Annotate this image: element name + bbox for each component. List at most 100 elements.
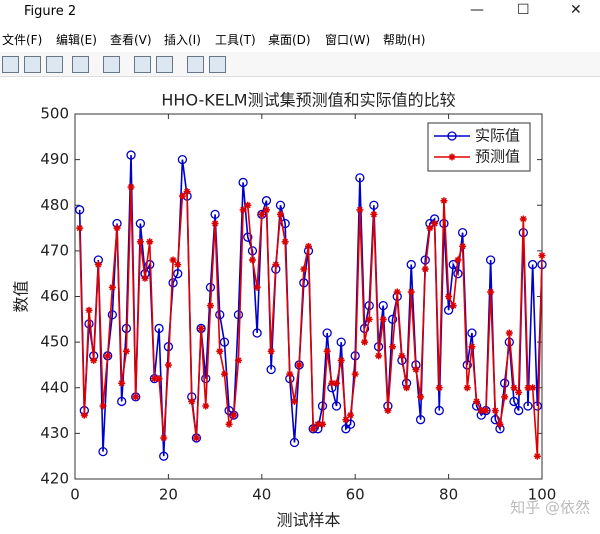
data-point: [434, 405, 444, 416]
data-point: [220, 370, 228, 378]
menu-item[interactable]: 查看(V): [110, 33, 152, 47]
minimize-button[interactable]: —: [470, 2, 484, 18]
tool-print[interactable]: [72, 56, 89, 73]
menu-item[interactable]: 插入(I): [164, 33, 201, 47]
menu-item[interactable]: 编辑(E): [56, 33, 97, 47]
data-point: [230, 411, 238, 419]
data-point: [389, 343, 397, 351]
data-point: [431, 220, 439, 227]
data-point: [118, 379, 126, 387]
data-point: [136, 238, 144, 246]
data-point: [258, 210, 266, 218]
data-point: [146, 238, 154, 246]
y-axis-label: 数值: [12, 280, 31, 312]
data-point: [261, 196, 272, 206]
data-point: [90, 356, 98, 364]
data-point: [219, 337, 230, 347]
data-point: [415, 415, 426, 425]
data-point: [266, 364, 276, 375]
data-point: [342, 416, 350, 424]
data-point: [94, 261, 102, 269]
tool-save[interactable]: [46, 56, 63, 73]
data-point: [384, 407, 392, 415]
data-point: [276, 210, 284, 218]
tool-colorbar[interactable]: [134, 56, 151, 73]
data-point: [243, 232, 253, 242]
data-point: [331, 401, 342, 411]
data-point: [319, 420, 327, 428]
tool-property[interactable]: [209, 56, 226, 73]
data-point: [509, 396, 519, 407]
legend-box: [427, 122, 531, 172]
data-point: [412, 366, 420, 373]
data-point: [519, 215, 527, 223]
y-tick-label: 440: [40, 378, 69, 396]
data-point: [197, 324, 205, 332]
data-point: [490, 415, 500, 425]
data-point: [477, 407, 485, 415]
data-point: [205, 282, 216, 293]
data-point: [262, 206, 270, 214]
data-point: [445, 293, 453, 300]
menu-item[interactable]: 桌面(D): [268, 33, 311, 47]
data-point: [132, 393, 140, 401]
data-point: [393, 288, 401, 296]
tool-open[interactable]: [24, 56, 41, 73]
data-point: [192, 434, 200, 442]
window-title: Figure 2: [24, 4, 77, 19]
close-button[interactable]: ✕: [570, 2, 582, 18]
data-point: [529, 384, 537, 392]
menu-item[interactable]: 窗口(W): [325, 33, 371, 47]
data-point: [459, 242, 467, 250]
data-point: [485, 255, 496, 265]
data-point: [496, 420, 504, 428]
maximize-button[interactable]: ☐: [517, 2, 530, 18]
legend-marker: [447, 131, 457, 141]
menu-item[interactable]: 工具(T): [215, 33, 256, 47]
data-point: [206, 302, 214, 310]
data-point: [407, 288, 415, 296]
data-point: [76, 224, 84, 232]
y-tick-label: 460: [40, 287, 69, 305]
tool-link[interactable]: [103, 56, 120, 73]
data-point: [356, 206, 364, 214]
data-point: [337, 356, 345, 364]
data-point: [108, 283, 116, 291]
menu-item[interactable]: 文件(F): [2, 33, 43, 47]
data-point: [510, 384, 518, 392]
data-point: [387, 314, 398, 324]
data-point: [463, 384, 471, 392]
menu-bar: 文件(F) 编辑(E) 查看(V) 插入(I) 工具(T) 桌面(D) 窗口(W) 帮助(H): [0, 27, 600, 49]
data-point: [201, 373, 211, 384]
data-point: [515, 388, 523, 396]
data-point: [361, 338, 369, 346]
toolbar: [0, 52, 600, 77]
tool-legend[interactable]: [156, 56, 173, 73]
data-point: [280, 218, 290, 229]
data-point: [75, 205, 85, 215]
data-point: [468, 343, 476, 351]
watermark: 知乎 @依然: [510, 499, 590, 517]
data-point: [369, 200, 379, 210]
data-point: [159, 451, 169, 461]
data-point: [127, 183, 135, 191]
data-point: [305, 242, 312, 250]
tool-new[interactable]: [2, 56, 19, 73]
data-point: [417, 393, 425, 401]
data-point: [202, 402, 210, 410]
data-point: [501, 393, 509, 401]
data-point: [322, 328, 332, 338]
data-point: [426, 224, 434, 232]
tool-pointer[interactable]: [187, 56, 204, 73]
data-point: [253, 283, 261, 291]
data-point: [85, 306, 93, 314]
data-point: [289, 437, 300, 448]
data-point: [453, 269, 463, 279]
data-point: [370, 210, 378, 218]
data-point: [309, 425, 317, 433]
data-point: [211, 220, 219, 227]
data-point: [443, 305, 454, 315]
menu-item[interactable]: 帮助(H): [383, 33, 426, 47]
data-point: [482, 407, 490, 415]
